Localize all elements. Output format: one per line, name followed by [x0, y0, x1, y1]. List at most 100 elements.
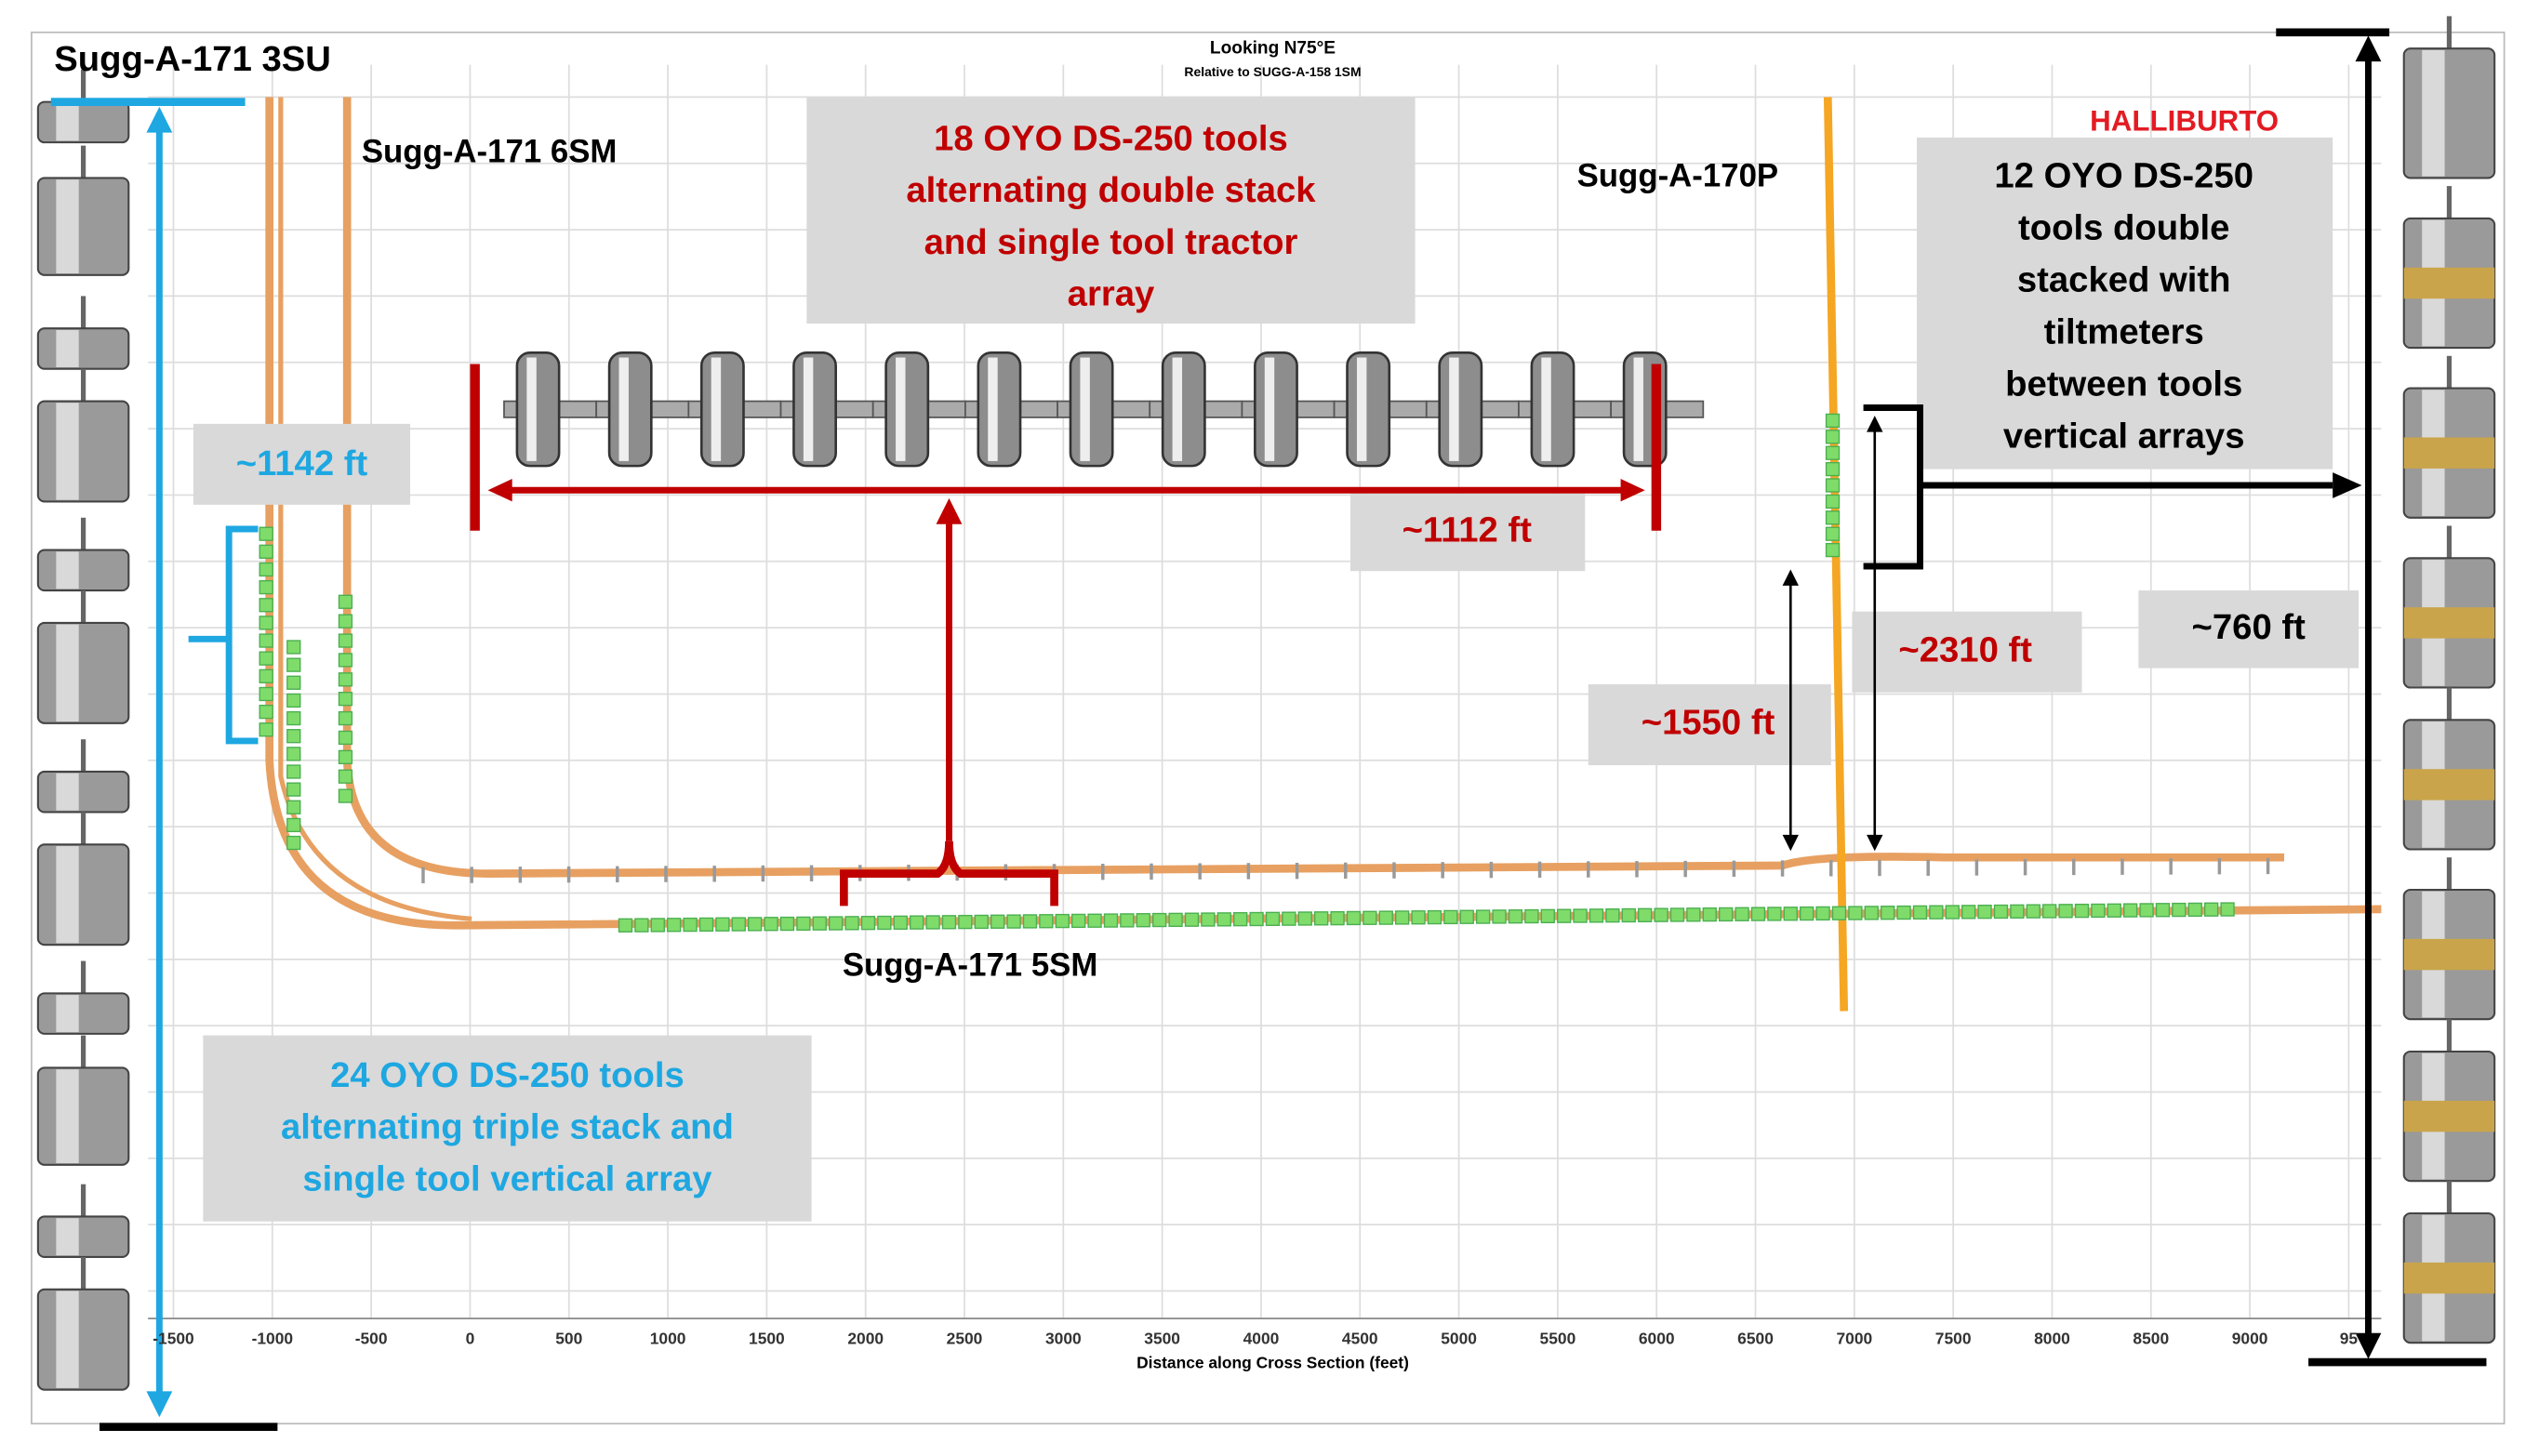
geophones — [259, 413, 2270, 933]
geophone — [2220, 902, 2235, 917]
logo: HALLIBURTO — [2090, 105, 2279, 138]
wells — [265, 97, 2382, 1012]
x-tick-label: 6000 — [1639, 1329, 1675, 1347]
geophone — [1508, 909, 1523, 924]
geophone — [1022, 914, 1038, 929]
geophone — [1120, 913, 1135, 928]
tractor-shine — [1264, 357, 1275, 461]
geophone — [1702, 907, 1717, 922]
geophone — [1265, 911, 1281, 926]
well-label: Sugg-A-171 5SM — [843, 947, 1098, 984]
geophone — [1896, 905, 1911, 920]
labels: Sugg-A-171 3SU Looking N75°E Relative to… — [54, 38, 2358, 1371]
tool-band — [2403, 607, 2495, 639]
geophone — [1669, 907, 1685, 922]
tractor-wheel — [515, 351, 561, 468]
tractor-wheel — [607, 351, 653, 468]
geophone — [618, 918, 633, 933]
geophone — [1825, 461, 1841, 477]
x-tick-label: 0 — [466, 1329, 475, 1347]
geophone — [2139, 903, 2154, 918]
geophone — [1825, 430, 1841, 444]
geophone — [259, 651, 273, 666]
geophone — [764, 917, 778, 932]
geophone — [1201, 912, 1216, 927]
bracket — [188, 525, 259, 745]
tool — [36, 1215, 130, 1259]
geophone — [1825, 526, 1841, 541]
geophone — [1363, 910, 1377, 925]
tool — [36, 843, 130, 946]
geophone — [2107, 903, 2121, 918]
geophone — [286, 729, 301, 744]
geophone — [1136, 913, 1150, 928]
tool — [36, 100, 130, 144]
tool — [2402, 47, 2496, 179]
measure: ~2310 ft — [1898, 629, 2032, 669]
callout-line: 12 OYO DS-250 — [1994, 156, 2253, 196]
geophone — [1346, 910, 1362, 926]
geophone — [1815, 906, 1830, 921]
well-3su — [278, 97, 472, 921]
geophone — [974, 914, 989, 930]
x-tick-label: 8500 — [2133, 1329, 2169, 1347]
geophone — [1395, 910, 1410, 925]
x-tick-label: 7500 — [1935, 1329, 1972, 1347]
callout-line: and single tool tractor — [924, 222, 1298, 262]
geophone — [259, 686, 273, 702]
geophone — [259, 704, 273, 720]
arrow-head — [1620, 479, 1645, 502]
tool — [36, 177, 130, 276]
callout-line: tools double — [2018, 208, 2229, 248]
tractor-wheel — [1530, 351, 1575, 468]
geophone — [1800, 906, 1815, 921]
geophone — [1638, 907, 1653, 922]
arrow-head — [2333, 472, 2362, 498]
geophone — [1314, 911, 1329, 926]
geophone — [1524, 908, 1539, 924]
geophone — [860, 916, 876, 931]
geophone — [286, 693, 301, 708]
geophone — [1961, 905, 1976, 920]
geophone — [286, 747, 301, 761]
geophone — [1825, 445, 1841, 460]
geophone — [1330, 910, 1345, 926]
geophone — [1825, 413, 1841, 429]
tool-shine — [56, 624, 79, 722]
geophone — [2187, 902, 2202, 918]
callout-line: 18 OYO DS-250 tools — [934, 118, 1288, 158]
tool-shine — [56, 1069, 79, 1164]
well-6sm — [342, 97, 2284, 878]
tool — [36, 327, 130, 370]
geophone — [1573, 908, 1588, 923]
callout-line: between tools — [2005, 364, 2242, 404]
x-tick-label: -1500 — [153, 1329, 193, 1347]
tool-shine — [56, 1291, 79, 1388]
tool-band — [2403, 769, 2495, 801]
tool-shine — [56, 1218, 79, 1256]
tractor-wheel — [1346, 351, 1391, 468]
tractor-shine — [1449, 357, 1459, 461]
geophone — [1783, 907, 1798, 921]
title: Looking N75°E — [1210, 38, 1336, 58]
geophone — [1912, 905, 1928, 920]
subtitle: Relative to SUGG-A-158 1SM — [1184, 64, 1361, 79]
tractor-shine — [1172, 357, 1183, 461]
geophone — [286, 675, 301, 690]
x-tick-label: 6500 — [1737, 1329, 1774, 1347]
geophone — [829, 916, 844, 931]
geophone — [2010, 904, 2025, 919]
arrow-head — [146, 1391, 173, 1418]
geophone — [338, 730, 353, 746]
tractor-shine — [618, 357, 629, 461]
x-tick-label: 9000 — [2232, 1329, 2268, 1347]
tool-shine — [2422, 49, 2445, 177]
geophone — [925, 915, 940, 930]
geophone — [286, 657, 301, 672]
tractor-shine — [1356, 357, 1367, 461]
geophone — [1929, 905, 1944, 920]
well-label: Sugg-A-170P — [1577, 158, 1779, 194]
geophone — [286, 835, 301, 851]
geophone — [338, 769, 353, 784]
x-tick-label: 5000 — [1441, 1329, 1477, 1347]
